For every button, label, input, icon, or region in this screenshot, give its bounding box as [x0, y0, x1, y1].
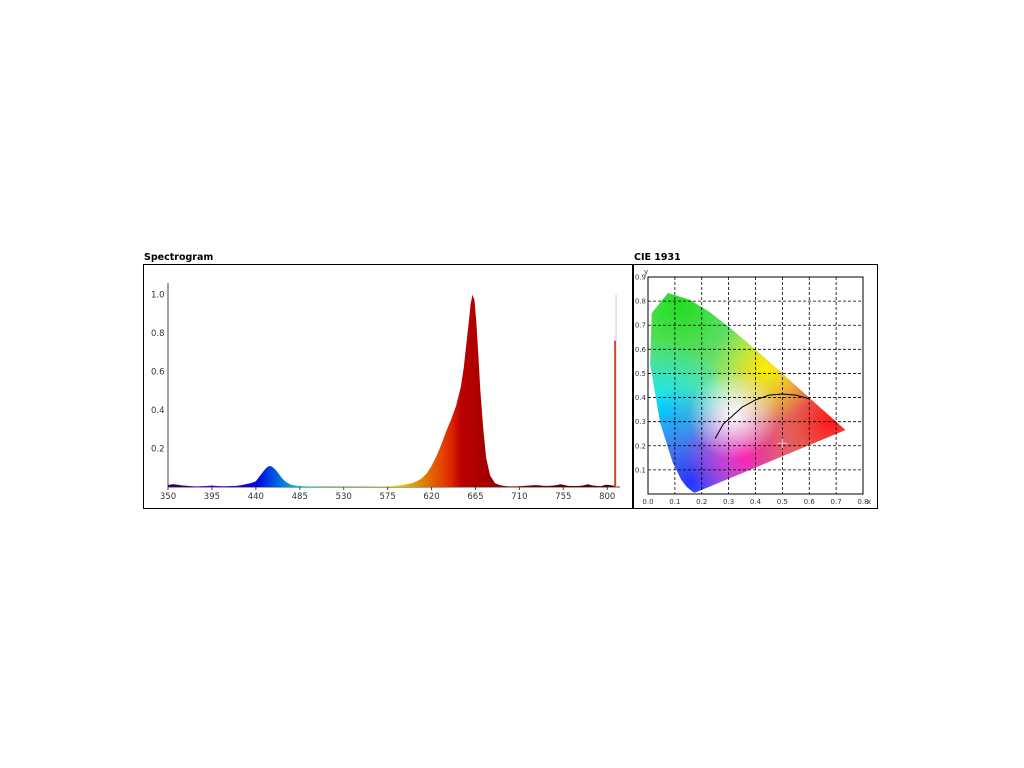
y-tick-label: 0.3	[635, 418, 646, 426]
x-tick-label: 0.2	[696, 498, 707, 506]
y-tick-label: 0.4	[635, 394, 647, 402]
spectrogram-chart: 0.2 0.4 0.6 0.8 1.0 350 395 440 485 530 575 620 665 7…	[151, 283, 620, 502]
y-tick-label: 0.6	[635, 346, 647, 354]
x-tick-label: 440	[248, 492, 264, 502]
x-tick-label: 0.8	[857, 498, 868, 506]
y-tick-label: 1.0	[151, 291, 165, 301]
y-tick-label: 0.5	[635, 370, 646, 378]
y-tick-label: 0.8	[151, 329, 165, 339]
x-tick-label: 0.1	[669, 498, 680, 506]
x-tick-label: 0.4	[750, 498, 762, 506]
x-tick-label: 485	[292, 492, 308, 502]
x-tick-label: 0.6	[804, 498, 816, 506]
x-tick-label: 665	[467, 492, 483, 502]
y-tick-label: 0.2	[151, 445, 165, 455]
x-axis-label: x	[867, 498, 871, 506]
y-tick-label: 0.2	[635, 442, 646, 450]
x-tick-label: 0.7	[831, 498, 842, 506]
x-tick-label: 0.0	[642, 498, 653, 506]
y-tick-label: 0.6	[151, 368, 165, 378]
spectrogram-panel: 0.2 0.4 0.6 0.8 1.0 350 395 440 485 530 575 620 665 7…	[143, 264, 633, 509]
x-tick-label: 800	[599, 492, 615, 502]
y-tick-label: 0.8	[635, 298, 646, 306]
x-tick-label: 620	[423, 492, 439, 502]
x-tick-label: 395	[204, 492, 220, 502]
x-tick-label: 350	[160, 492, 176, 502]
cie-panel: 0.0 0.1 0.2 0.3 0.4 0.5 0.6 0.7 0.8 0.1 0.2 0.3 0.4 0…	[633, 264, 878, 509]
x-tick-label: 755	[555, 492, 571, 502]
y-tick-label: 0.7	[635, 322, 646, 330]
cie-title: CIE 1931	[634, 252, 681, 263]
y-axis-label: y	[644, 268, 648, 276]
x-tick-label: 575	[380, 492, 396, 502]
y-tick-label: 0.4	[151, 406, 165, 416]
spectrum-area	[168, 294, 616, 487]
y-tick-label: 0.9	[635, 274, 646, 282]
x-tick-label: 0.5	[777, 498, 788, 506]
planckian-locus-curve	[714, 393, 810, 439]
x-tick-label: 710	[511, 492, 527, 502]
spectrogram-title: Spectrogram	[144, 252, 214, 263]
x-tick-label: 0.3	[723, 498, 734, 506]
y-tick-label: 0.1	[635, 466, 646, 474]
x-tick-label: 530	[336, 492, 352, 502]
cie-chart: 0.0 0.1 0.2 0.3 0.4 0.5 0.6 0.7 0.8 0.1 0.2 0.3 0.4 0…	[635, 268, 871, 506]
